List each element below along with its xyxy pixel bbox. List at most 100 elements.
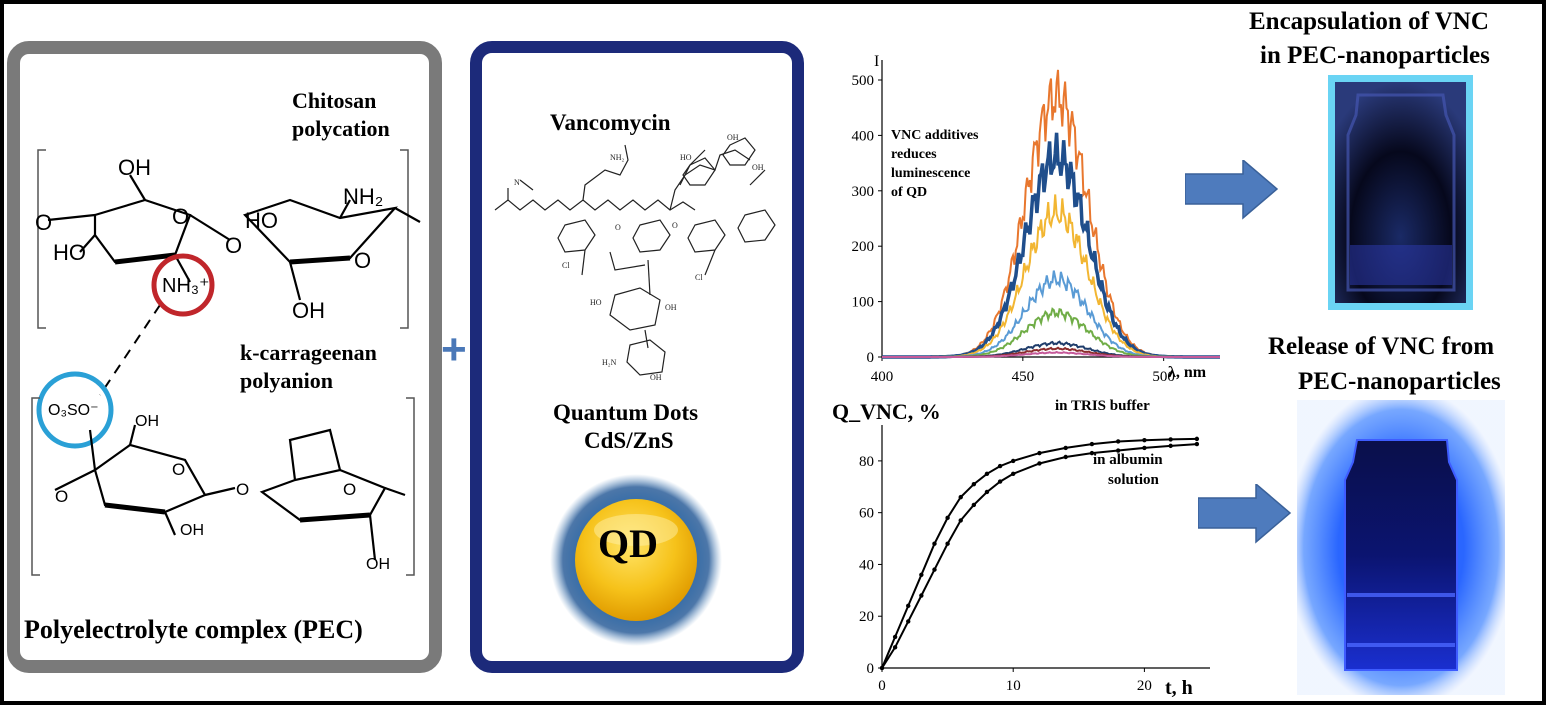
albumin-curve-label-line1: in albumin: [1093, 452, 1163, 468]
rel-data-point: [906, 619, 911, 624]
svg-text:H₂N: H₂N: [602, 358, 617, 367]
rel-y-tick-label: 20: [859, 609, 874, 625]
lum-y-tick-label: 500: [852, 73, 875, 89]
release-vial-photo: [1297, 400, 1505, 695]
rel-data-point: [971, 481, 977, 487]
arrow-to-release: [1198, 484, 1292, 544]
rel-y-tick-label: 40: [859, 557, 874, 573]
pec-caption: Polyelectrolyte complex (PEC): [24, 615, 363, 644]
so3-highlight-circle: [36, 371, 114, 449]
group-ring-o: O: [354, 248, 372, 273]
group-ring-o-2: O: [172, 460, 186, 479]
lum-series-line-5: [882, 307, 1220, 358]
rel-data-point: [1142, 437, 1147, 443]
lum-annotation-line2: reduces: [891, 147, 937, 162]
tris-curve-label: in TRIS buffer: [1055, 398, 1150, 414]
rel-x-tick-label: 20: [1137, 678, 1152, 694]
qd-label-line1: Quantum Dots: [553, 400, 699, 425]
rel-data-point: [971, 502, 977, 508]
chitosan-label-line1: Chitosan: [292, 88, 377, 113]
rel-data-point: [945, 541, 950, 546]
group-glyco-o: O: [236, 480, 250, 499]
lum-series-line-8: [882, 350, 1220, 358]
rel-data-point: [984, 471, 990, 477]
rel-data-point: [1089, 441, 1095, 447]
pec-panel: [7, 41, 442, 673]
rel-data-point: [892, 645, 898, 650]
rel-data-point: [1168, 443, 1173, 449]
rel-x-tick-label: 0: [878, 678, 886, 694]
luminescence-chart: 0 100 200 300 400 500 400 450 500 Iλ, nm: [852, 53, 1220, 385]
rel-data-point: [1063, 454, 1068, 460]
rel-y-tick-label: 80: [859, 454, 874, 470]
chitosan-label-line2: polycation: [292, 116, 390, 141]
lum-annotation-line3: luminescence: [891, 166, 971, 181]
rel-data-point: [932, 541, 937, 546]
lum-annotation-line4: of QD: [891, 185, 928, 200]
rel-data-point: [1089, 450, 1095, 456]
rel-y-tick-label: 0: [867, 661, 875, 677]
plus-sign: +: [441, 325, 467, 374]
svg-text:OH: OH: [650, 373, 662, 380]
group-o-left: O: [35, 210, 53, 235]
rel-data-point: [997, 479, 1003, 484]
vancomycin-structure: N Cl Cl O O OH HO OH NH₂ HO OH H₂N OH: [494, 133, 776, 380]
rel-data-point: [1142, 445, 1147, 451]
carrageenan-brackets: [31, 397, 415, 576]
group-so3: O₃SO⁻: [48, 402, 99, 419]
svg-text:Cl: Cl: [562, 261, 570, 270]
chitosan-brackets: [37, 149, 409, 329]
quantum-dot-illustration: [550, 474, 722, 646]
rel-data-point: [892, 634, 898, 640]
group-ho: HO: [53, 240, 86, 265]
svg-text:HO: HO: [590, 298, 602, 307]
lum-y-tick-label: 400: [852, 128, 875, 144]
encapsulation-vial-photo: [1328, 75, 1473, 310]
encapsulation-title-line1: Encapsulation of VNC: [1249, 8, 1489, 35]
rel-data-point: [1037, 461, 1042, 466]
rel-data-point: [958, 494, 963, 500]
lum-x-axis-label: λ, nm: [1168, 364, 1207, 381]
nh3-highlight-circle: [151, 253, 215, 317]
group-oh-4: OH: [180, 522, 204, 539]
group-oh: OH: [118, 155, 151, 180]
lum-y-axis-label: I: [874, 53, 879, 70]
carrageenan-structure: [54, 424, 406, 561]
rel-data-point: [1194, 441, 1200, 447]
group-oh-5: OH: [366, 556, 390, 573]
rel-data-point: [984, 489, 990, 495]
group-bridge-o: O: [343, 480, 357, 499]
encapsulation-title-line2: in PEC-nanoparticles: [1260, 42, 1490, 69]
carrageenan-label-line1: k-carrageenan: [240, 340, 377, 365]
rel-data-point: [1168, 437, 1173, 442]
lum-x-tick-label: 500: [1152, 369, 1175, 385]
rel-data-point: [932, 567, 937, 572]
rel-x-axis-label: t, h: [1165, 677, 1193, 699]
lum-x-tick-label: 400: [871, 369, 894, 385]
group-o-left-2: O: [55, 487, 69, 506]
lum-x-tick-label: 450: [1012, 369, 1035, 385]
lum-series-line-6: [882, 340, 1220, 358]
lum-series-line-3: [882, 194, 1220, 358]
rel-x-tick-label: 10: [1006, 678, 1021, 694]
rel-data-point: [1011, 471, 1016, 477]
rel-series-line-2: [881, 443, 1197, 669]
vancomycin-label: Vancomycin: [550, 110, 671, 135]
rel-data-point: [1011, 458, 1016, 464]
rel-data-point: [1194, 436, 1200, 442]
svg-text:Cl: Cl: [695, 273, 703, 282]
albumin-curve-label-line2: solution: [1108, 472, 1159, 488]
group-linker-o: O: [225, 233, 243, 258]
group-o: O: [172, 204, 190, 229]
rel-data-point: [919, 572, 924, 577]
svg-text:OH: OH: [665, 303, 677, 312]
chitosan-structure: [47, 174, 421, 301]
rel-series-line-1: [881, 437, 1197, 669]
rel-data-point: [1115, 439, 1121, 444]
rel-data-point: [1063, 445, 1068, 451]
rel-data-point: [1115, 448, 1121, 453]
svg-text:O: O: [672, 221, 678, 230]
ionic-bond-line: [99, 304, 161, 396]
